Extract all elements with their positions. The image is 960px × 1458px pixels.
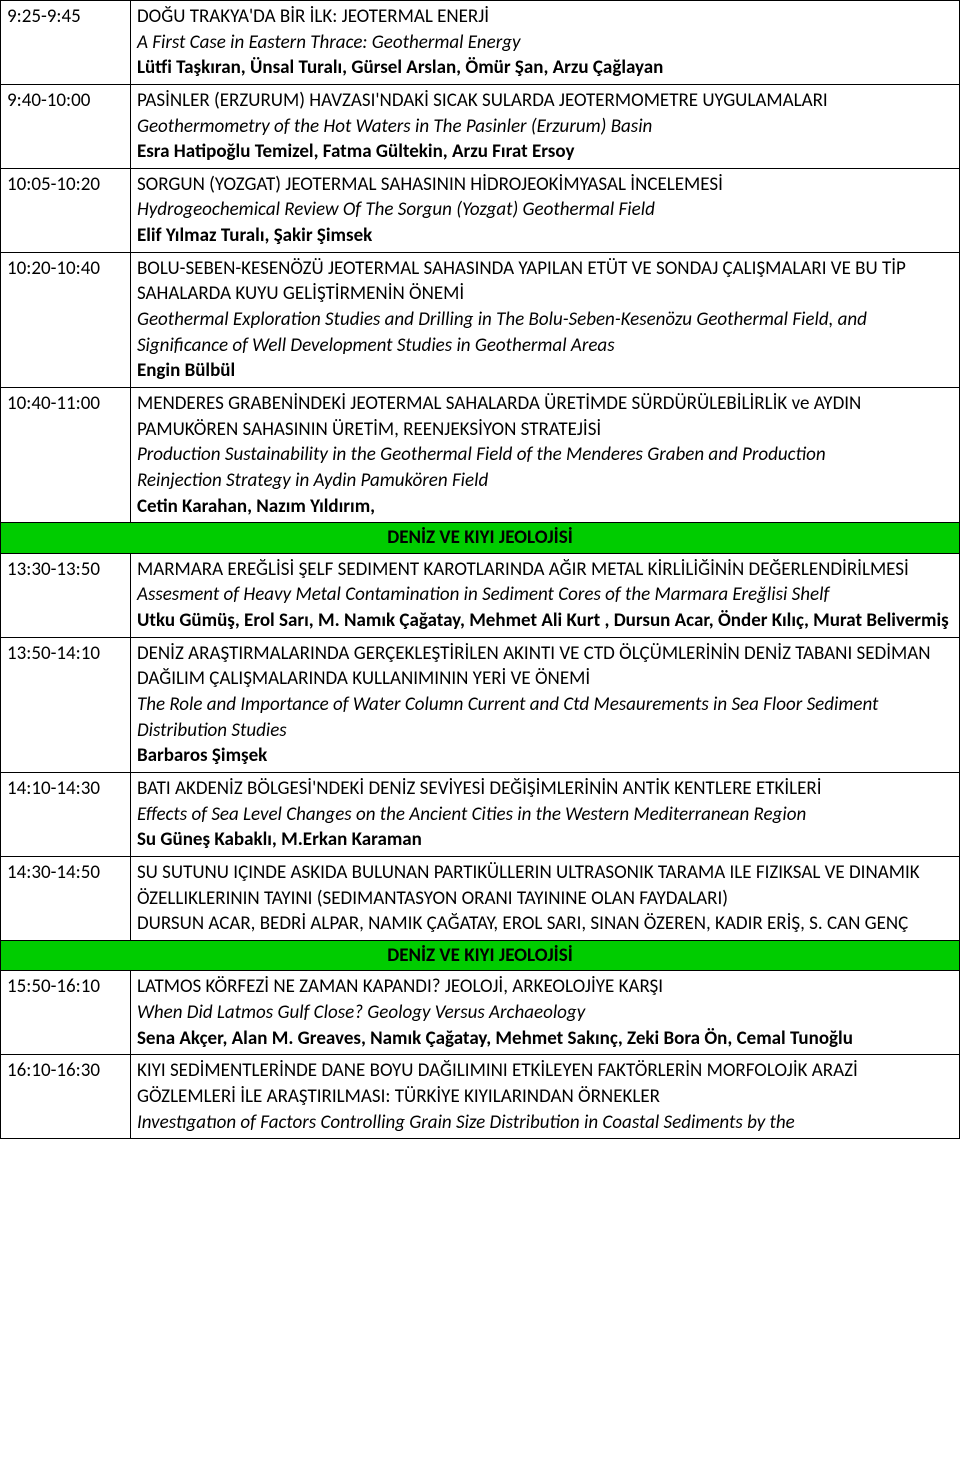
section-header: DENİZ VE KIYI JEOLOJİSİ: [1, 940, 960, 971]
title-turkish: SORGUN (YOZGAT) JEOTERMAL SAHASININ HİDR…: [137, 172, 953, 198]
schedule-table: 9:25-9:45DOĞU TRAKYA'DA BİR İLK: JEOTERM…: [0, 0, 960, 1139]
authors-plain: DURSUN ACAR, BEDRİ ALPAR, NAMIK ÇAĞATAY,…: [137, 911, 953, 937]
time-cell: 10:40-11:00: [1, 387, 131, 522]
table-row: 16:10-16:30KIYI SEDİMENTLERİNDE DANE BOY…: [1, 1055, 960, 1139]
title-english: Hydrogeochemical Review Of The Sorgun (Y…: [137, 197, 953, 223]
title-turkish: MENDERES GRABENİNDEKİ JEOTERMAL SAHALARD…: [137, 391, 953, 442]
time-cell: 9:25-9:45: [1, 1, 131, 85]
table-row: 14:10-14:30BATI AKDENİZ BÖLGESİ'NDEKİ DE…: [1, 772, 960, 856]
content-cell: MARMARA EREĞLİSİ ŞELF SEDIMENT KAROTLARI…: [130, 553, 959, 637]
title-english: Investıgatıon of Factors Controlling Gra…: [137, 1110, 953, 1136]
content-cell: SORGUN (YOZGAT) JEOTERMAL SAHASININ HİDR…: [130, 168, 959, 252]
authors: Utku Gümüş, Erol Sarı, M. Namık Çağatay,…: [137, 608, 953, 634]
title-turkish: BOLU-SEBEN-KESENÖZÜ JEOTERMAL SAHASINDA …: [137, 256, 953, 307]
title-turkish: KIYI SEDİMENTLERİNDE DANE BOYU DAĞILIMIN…: [137, 1058, 953, 1109]
title-english: Assesment of Heavy Metal Contamination i…: [137, 582, 953, 608]
table-row: DENİZ VE KIYI JEOLOJİSİ: [1, 523, 960, 554]
table-row: 9:25-9:45DOĞU TRAKYA'DA BİR İLK: JEOTERM…: [1, 1, 960, 85]
time-cell: 16:10-16:30: [1, 1055, 131, 1139]
content-cell: BOLU-SEBEN-KESENÖZÜ JEOTERMAL SAHASINDA …: [130, 252, 959, 387]
title-turkish: DENİZ ARAŞTIRMALARINDA GERÇEKLEŞTİRİLEN …: [137, 641, 953, 692]
content-cell: BATI AKDENİZ BÖLGESİ'NDEKİ DENİZ SEVİYES…: [130, 772, 959, 856]
title-english: Geothermal Exploration Studies and Drill…: [137, 307, 953, 358]
content-cell: DOĞU TRAKYA'DA BİR İLK: JEOTERMAL ENERJİ…: [130, 1, 959, 85]
time-cell: 14:10-14:30: [1, 772, 131, 856]
content-cell: LATMOS KÖRFEZİ NE ZAMAN KAPANDI? JEOLOJİ…: [130, 971, 959, 1055]
table-row: 10:40-11:00MENDERES GRABENİNDEKİ JEOTERM…: [1, 387, 960, 522]
table-row: 10:20-10:40BOLU-SEBEN-KESENÖZÜ JEOTERMAL…: [1, 252, 960, 387]
time-cell: 10:05-10:20: [1, 168, 131, 252]
table-row: 13:30-13:50MARMARA EREĞLİSİ ŞELF SEDIMEN…: [1, 553, 960, 637]
authors: Engin Bülbül: [137, 358, 953, 384]
authors: Barbaros Şimşek: [137, 743, 953, 769]
title-english: Effects of Sea Level Changes on the Anci…: [137, 802, 953, 828]
table-row: 15:50-16:10LATMOS KÖRFEZİ NE ZAMAN KAPAN…: [1, 971, 960, 1055]
title-english-2: Reinjection Strategy in Aydin Pamukören …: [137, 468, 953, 494]
title-turkish: BATI AKDENİZ BÖLGESİ'NDEKİ DENİZ SEVİYES…: [137, 776, 953, 802]
time-cell: 9:40-10:00: [1, 84, 131, 168]
content-cell: SU SUTUNU IÇINDE ASKIDA BULUNAN PARTIKÜL…: [130, 856, 959, 940]
content-cell: KIYI SEDİMENTLERİNDE DANE BOYU DAĞILIMIN…: [130, 1055, 959, 1139]
time-cell: 13:30-13:50: [1, 553, 131, 637]
section-header: DENİZ VE KIYI JEOLOJİSİ: [1, 523, 960, 554]
time-cell: 14:30-14:50: [1, 856, 131, 940]
title-turkish: DOĞU TRAKYA'DA BİR İLK: JEOTERMAL ENERJİ: [137, 4, 953, 30]
title-turkish: MARMARA EREĞLİSİ ŞELF SEDIMENT KAROTLARI…: [137, 557, 953, 583]
time-cell: 10:20-10:40: [1, 252, 131, 387]
content-cell: DENİZ ARAŞTIRMALARINDA GERÇEKLEŞTİRİLEN …: [130, 637, 959, 772]
title-english: When Did Latmos Gulf Close? Geology Vers…: [137, 1000, 953, 1026]
title-english: Production Sustainability in the Geother…: [137, 442, 953, 468]
time-cell: 13:50-14:10: [1, 637, 131, 772]
content-cell: PASİNLER (ERZURUM) HAVZASI'NDAKİ SICAK S…: [130, 84, 959, 168]
time-cell: 15:50-16:10: [1, 971, 131, 1055]
authors: Sena Akçer, Alan M. Greaves, Namık Çağat…: [137, 1026, 953, 1052]
title-turkish: LATMOS KÖRFEZİ NE ZAMAN KAPANDI? JEOLOJİ…: [137, 974, 953, 1000]
table-row: DENİZ VE KIYI JEOLOJİSİ: [1, 940, 960, 971]
authors: Su Güneş Kabaklı, M.Erkan Karaman: [137, 827, 953, 853]
title-english: Geothermometry of the Hot Waters in The …: [137, 114, 953, 140]
title-english: The Role and Importance of Water Column …: [137, 692, 953, 743]
authors: Lütfi Taşkıran, Ünsal Turalı, Gürsel Ars…: [137, 55, 953, 81]
content-cell: MENDERES GRABENİNDEKİ JEOTERMAL SAHALARD…: [130, 387, 959, 522]
authors: Cetin Karahan, Nazım Yıldırım,: [137, 494, 953, 520]
table-row: 10:05-10:20SORGUN (YOZGAT) JEOTERMAL SAH…: [1, 168, 960, 252]
title-turkish: SU SUTUNU IÇINDE ASKIDA BULUNAN PARTIKÜL…: [137, 860, 953, 911]
table-row: 14:30-14:50SU SUTUNU IÇINDE ASKIDA BULUN…: [1, 856, 960, 940]
table-row: 13:50-14:10DENİZ ARAŞTIRMALARINDA GERÇEK…: [1, 637, 960, 772]
table-row: 9:40-10:00PASİNLER (ERZURUM) HAVZASI'NDA…: [1, 84, 960, 168]
title-english: A First Case in Eastern Thrace: Geotherm…: [137, 30, 953, 56]
authors: Elif Yılmaz Turalı, Şakir Şimsek: [137, 223, 953, 249]
title-turkish: PASİNLER (ERZURUM) HAVZASI'NDAKİ SICAK S…: [137, 88, 953, 114]
authors: Esra Hatipoğlu Temizel, Fatma Gültekin, …: [137, 139, 953, 165]
